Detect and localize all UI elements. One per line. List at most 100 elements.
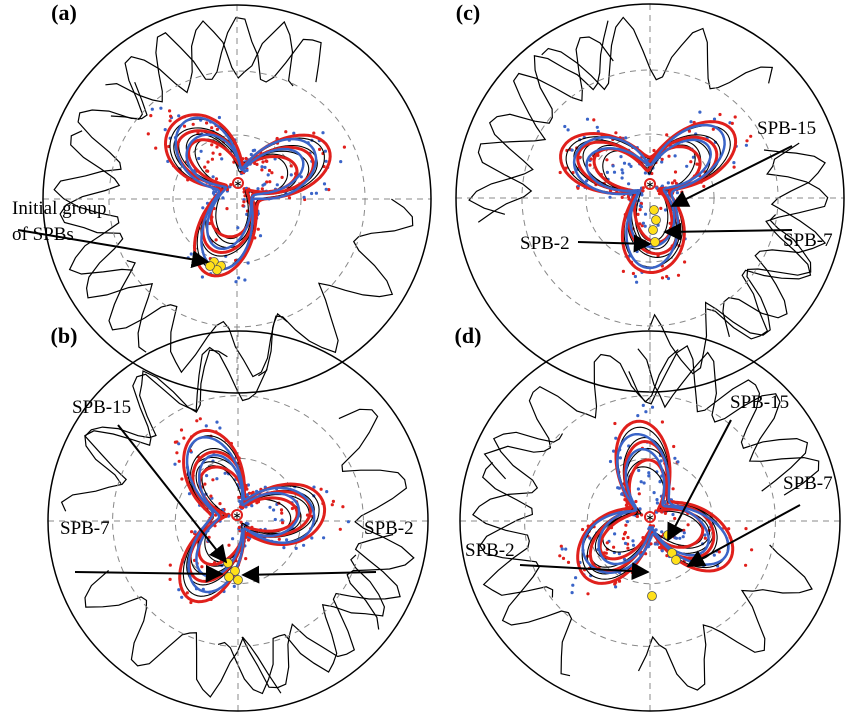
trajectory-dot	[629, 164, 633, 168]
map-panel: ∗	[42, 4, 432, 394]
trajectory-dot	[745, 139, 749, 143]
trajectory-dot	[290, 506, 294, 511]
annotation-text: SPB-2	[364, 518, 414, 539]
trajectory-dot	[182, 436, 186, 440]
trajectory-dot	[655, 501, 660, 505]
trajectory-dot	[635, 514, 640, 519]
trajectory-dot	[243, 169, 247, 173]
coastline	[477, 36, 614, 223]
trajectory-dot	[180, 595, 184, 599]
map-border	[42, 4, 432, 394]
trajectory-dot	[627, 197, 631, 201]
annotation-arrow	[663, 222, 793, 241]
trajectory-dot	[302, 543, 306, 547]
trajectory-dot	[665, 274, 669, 279]
trajectory-dot	[267, 168, 272, 173]
trajectory-dot	[246, 538, 251, 542]
trajectory-dot	[626, 546, 630, 550]
trajectory-dot	[260, 187, 264, 191]
annotation-text: SPB-7	[783, 473, 833, 494]
trajectory-dot	[323, 149, 327, 153]
trajectory-dot	[667, 154, 671, 158]
trajectory-dot	[251, 149, 255, 153]
trajectory-dot	[338, 527, 342, 531]
trajectory-dot	[256, 227, 260, 231]
trajectory-dot	[625, 520, 630, 524]
trajectory-dot	[331, 499, 335, 503]
trajectory-dot	[671, 487, 675, 491]
trajectory-dot	[638, 208, 642, 212]
annotation-arrow	[519, 562, 650, 581]
trajectory-dot	[578, 155, 582, 159]
trajectory-dot	[205, 474, 209, 478]
trajectory-dot	[663, 208, 668, 212]
trajectory-dot	[585, 179, 589, 183]
trajectory-dot	[312, 485, 316, 489]
trajectory-dot	[641, 221, 646, 225]
trajectory-dot	[631, 543, 636, 547]
coastline	[472, 431, 564, 598]
trajectory-dot	[214, 238, 218, 242]
trajectory-dot	[268, 180, 272, 184]
trajectory-dot	[640, 224, 644, 228]
trajectory-dot	[622, 161, 627, 165]
trajectory-dot	[621, 171, 625, 175]
trajectory-dot	[175, 451, 179, 455]
annotation: of SPBs	[12, 224, 74, 245]
trajectory-dot	[636, 414, 640, 418]
annotation-text: Initial group	[12, 198, 106, 219]
trajectory-dot	[205, 169, 209, 173]
trajectory-dot	[660, 160, 664, 164]
trajectory-dot	[659, 206, 663, 210]
trajectory-dot	[149, 114, 153, 118]
trajectory-dot	[265, 180, 269, 184]
trajectory-dot	[263, 165, 267, 169]
trajectory-dot	[744, 527, 748, 531]
trajectory-dot	[221, 196, 225, 200]
trajectory-dot	[294, 546, 298, 551]
trajectory-dot	[146, 132, 150, 136]
trajectory-dot	[277, 537, 281, 541]
trajectory-dot	[260, 165, 264, 169]
trajectory-dot	[614, 436, 618, 440]
trajectory-dot	[563, 124, 567, 129]
trajectory-dot	[159, 106, 163, 110]
trajectory-dot	[643, 212, 648, 216]
trajectory-dot	[195, 419, 199, 423]
spb-marker	[651, 215, 661, 225]
trajectory-dot	[330, 503, 334, 507]
trajectory-dot	[614, 585, 618, 589]
trajectory-dot	[215, 145, 219, 149]
trajectory-dot	[608, 459, 613, 464]
panel-label: (d)	[455, 323, 482, 348]
trajectory-dot	[250, 504, 254, 508]
trajectory-dot	[302, 195, 306, 199]
trajectory-dot	[640, 193, 644, 197]
spb-marker	[230, 566, 240, 576]
contour	[187, 450, 313, 583]
coastline	[59, 130, 154, 353]
spb-marker	[671, 555, 681, 565]
trajectory-dot	[623, 498, 627, 502]
trajectory-dot	[346, 520, 350, 524]
trajectory-dot	[636, 212, 640, 216]
trajectory-dot	[624, 523, 628, 527]
trajectory-dot	[299, 175, 303, 179]
trajectory-dot	[588, 163, 592, 167]
trajectory-dot	[635, 249, 639, 254]
trajectory-dot	[264, 159, 268, 163]
spb-marker	[647, 591, 657, 601]
trajectory-dot	[620, 195, 624, 199]
annotation-text: SPB-7	[60, 518, 110, 539]
trajectory-dot	[660, 549, 664, 553]
trajectory-dot	[197, 156, 201, 161]
trajectory-dot	[281, 521, 285, 525]
annotation-arrow	[667, 419, 732, 542]
trajectory-dot	[292, 131, 296, 135]
trajectory-dot	[617, 486, 622, 490]
trajectory-dot	[209, 494, 213, 498]
trajectory-dot	[280, 511, 284, 515]
trajectory-dot	[564, 547, 568, 551]
trajectory-dot	[674, 181, 678, 185]
trajectory-dot	[744, 143, 749, 147]
